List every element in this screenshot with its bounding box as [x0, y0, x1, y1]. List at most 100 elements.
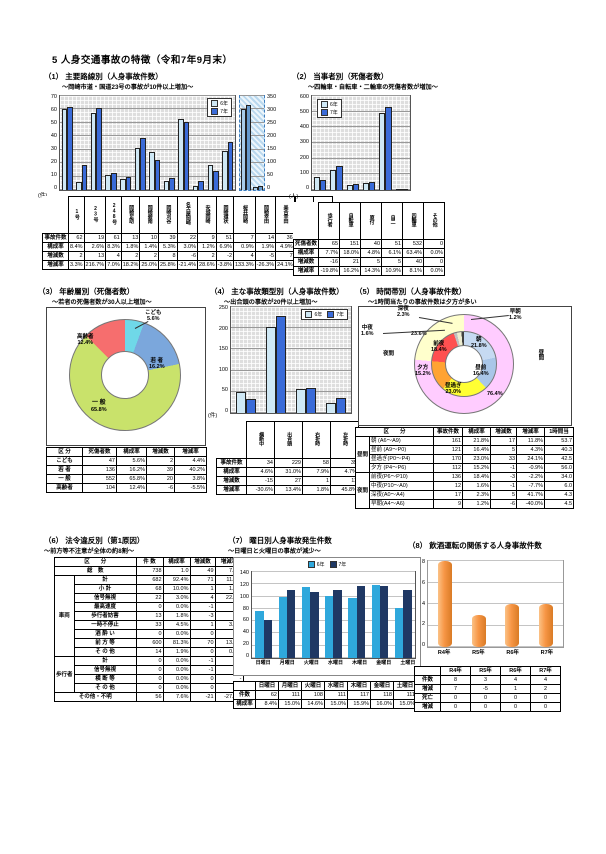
y-axis: 8 6 4 2 0	[416, 559, 427, 648]
bar-6年-木曜日	[348, 598, 357, 658]
cell: 0.0%	[162, 674, 191, 684]
header-cell: 小 計	[73, 584, 137, 594]
header-cell	[414, 666, 441, 676]
cell: 0	[135, 656, 164, 666]
cell: 0.0%	[423, 266, 446, 276]
cell: 0	[135, 629, 164, 639]
donut-label-hiruma-mae: 昼前 16.4%	[473, 365, 489, 378]
header-cell: 夜間	[354, 472, 371, 509]
cell: -6	[176, 251, 199, 261]
table-row: 昼過ぎ(P0～P4) 170 23.0% 33 24.1% 42.5	[356, 454, 575, 464]
bar-group	[133, 96, 148, 190]
header-cell: 増減数	[490, 427, 518, 437]
age-table: 区 分死傷者数 構成率 増減数 増減率 こども 47 5.6% 2 4.4% 若 者 136 16.2…	[46, 447, 207, 493]
cell: 25.0%	[139, 260, 159, 270]
bar-7年-248号	[96, 108, 102, 190]
cell: 42.5	[544, 454, 575, 464]
bar-group	[191, 96, 206, 190]
cell: 65	[318, 239, 341, 249]
gridline	[240, 175, 264, 177]
donut-label-chuya: 中夜 1.6%	[361, 325, 374, 338]
header-cell: 増減数	[216, 476, 247, 486]
table-row: 件数 62 111 108 111 117 118 111	[233, 690, 417, 700]
gridline	[60, 189, 235, 190]
cell: 4.5	[544, 499, 575, 509]
gridline	[231, 390, 351, 392]
section6-heading: （6） 法令違反別（第1原因）	[44, 536, 145, 545]
bar-group	[252, 96, 264, 190]
axis-tick-label: 200	[299, 154, 309, 161]
legend-entry: 7年	[327, 311, 344, 318]
cell: 23.0%	[462, 454, 492, 464]
x-axis-label: 月曜日	[279, 660, 295, 666]
cell: 40	[402, 257, 425, 267]
cell: 682	[135, 575, 164, 585]
cell: 0	[470, 693, 501, 703]
cell: 10	[139, 233, 159, 243]
header-cell: 四輪車	[402, 202, 425, 240]
cell: 81.3%	[162, 638, 191, 648]
cell: 16.2%	[339, 266, 362, 276]
header-cell: 増減率	[516, 427, 546, 437]
section7-heading: （7） 曜日別人身事故発生件数	[228, 536, 332, 545]
cell: -5	[254, 251, 277, 261]
gridline	[231, 348, 351, 350]
cell: 4.9%	[275, 242, 296, 252]
cell: 8	[157, 251, 178, 261]
cell: 33	[135, 620, 164, 630]
bar-7年-土曜日	[403, 589, 412, 658]
bar-6年-自転車	[330, 169, 337, 190]
bar-group	[162, 96, 177, 190]
bar-6年-23号	[76, 181, 82, 190]
bar-group	[275, 572, 298, 658]
section5-subtitle: ～1時間当たりの事故件数は夕方が多い	[368, 299, 477, 306]
table-row: そ の 他00.0%0-	[55, 683, 244, 693]
header-cell: 一 般	[46, 474, 83, 484]
bar-7年-木曜日	[356, 586, 366, 658]
cell: 14	[254, 233, 277, 243]
header-cell: 件数	[414, 675, 441, 685]
cell: -30.6%	[246, 485, 275, 495]
header-cell: 岡崎環状	[215, 196, 235, 234]
donut-label-shinya: 深夜 2.3%	[397, 306, 410, 319]
axis-tick-label: 0	[53, 185, 57, 191]
donut-label-hiruma-pct: 76.4%	[487, 391, 503, 397]
table-row: 歩行者 自転車 原付 自二 四輪車 その他	[293, 202, 446, 240]
table-row: 横 断 等 0 0.0% 0-	[55, 674, 244, 684]
header-cell: R4年	[440, 666, 471, 676]
bars-layer	[312, 96, 410, 190]
table-row: 増減数-1527111	[216, 476, 359, 486]
header-cell: 原付	[360, 202, 383, 240]
cell: 133.3%	[233, 260, 256, 270]
bar-7年-自転車	[336, 166, 343, 190]
section1-heading: （1） 主要路線別（人身事故件数）	[44, 72, 163, 81]
table-row: 酒 酔 い00.0%0-	[55, 629, 244, 639]
gridline	[60, 135, 235, 137]
header-cell: 1号	[68, 196, 85, 234]
cell: 0	[135, 665, 164, 675]
x-axis-label: 水曜日	[327, 660, 343, 666]
table-row: 横断中 出合頭 右折時 左折時	[216, 421, 359, 459]
table-row: 事故件数621961131039229517143631715	[42, 233, 333, 243]
time-donut-chart: 朝 21.8% 昼前 16.4% 昼過ぎ 23.0% 夕方 15.2% 前夜 18.4% …	[358, 306, 572, 426]
cell: 1.8%	[302, 485, 331, 495]
table-row: 構成率 8.4% 2.6% 8.3% 1.8% 1.4% 5.3% 3.0% 1.2% 6.9% 0…	[42, 242, 333, 252]
cell: 4.3	[544, 490, 575, 500]
weekday-table: 日曜日 月曜日 火曜日 水曜日 木曜日 金曜日 土曜日 件数 62 111 108 111 117 118…	[233, 681, 417, 709]
cell: 0	[423, 239, 446, 249]
cell: 7.7%	[318, 248, 341, 258]
cell: -15	[246, 476, 275, 486]
table-row: 中夜(P10～A0) 12 1.6% -1 -7.7% 6.0	[356, 481, 575, 491]
header-cell: 増減数	[146, 447, 175, 457]
cell: 夕方 (P4～P6)	[369, 463, 435, 473]
table-row: 死亡 0 0 0 0	[414, 693, 561, 703]
table-row: 事故件数 34 229 58 35	[216, 458, 359, 468]
axis-tick-label: 40	[242, 629, 249, 636]
bar-件数-R5年	[471, 614, 486, 647]
cell: -1	[189, 665, 216, 675]
table-row: 増減数 -16 21 5 5 40 0	[292, 257, 446, 267]
table-row: 一 般 552 65.8% 20 3.8%	[46, 474, 207, 484]
gridline	[60, 175, 235, 177]
cell: 1.2%	[462, 499, 492, 509]
